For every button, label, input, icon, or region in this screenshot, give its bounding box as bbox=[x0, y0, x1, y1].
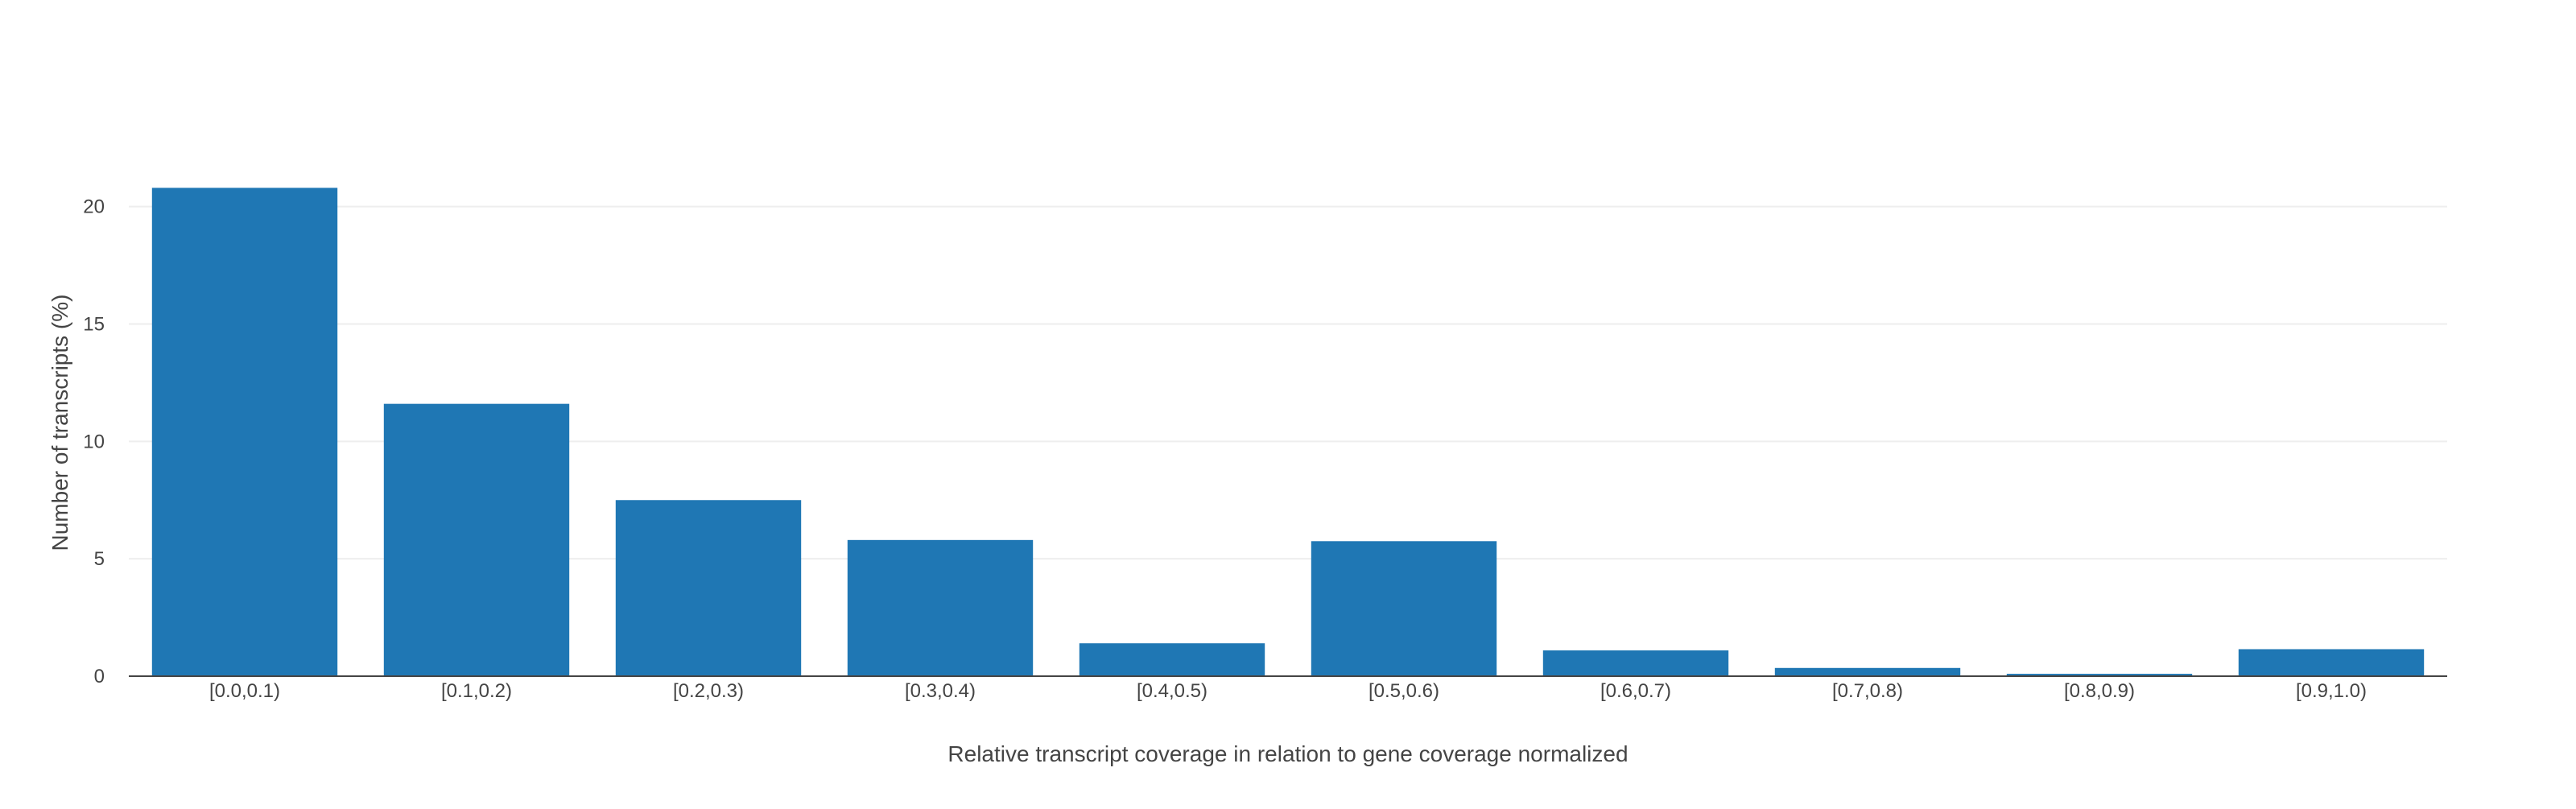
y-tick-label: 10 bbox=[83, 431, 105, 452]
x-tick-label: [0.5,0.6) bbox=[1368, 680, 1439, 702]
bar bbox=[847, 539, 1034, 676]
x-tick-label: [0.3,0.4) bbox=[905, 680, 976, 702]
x-axis-title: Relative transcript coverage in relation… bbox=[947, 741, 1628, 766]
bar bbox=[1774, 667, 1961, 676]
x-tick-labels: [0.0,0.1) [0.1,0.2) [0.2,0.3) [0.3,0.4) [0.4… bbox=[209, 680, 2367, 702]
bars bbox=[151, 188, 2425, 677]
bar bbox=[151, 188, 338, 677]
bar bbox=[383, 403, 570, 676]
y-tick-label: 0 bbox=[94, 666, 105, 687]
x-tick-label: [0.9,1.0) bbox=[2296, 680, 2367, 702]
bar bbox=[615, 500, 802, 676]
y-tick-label: 15 bbox=[83, 314, 105, 336]
bar bbox=[2238, 649, 2425, 676]
x-tick-label: [0.4,0.5) bbox=[1137, 680, 1208, 702]
bar bbox=[1542, 650, 1729, 676]
y-axis-title: Number of transcripts (%) bbox=[47, 295, 72, 551]
y-tick-label: 5 bbox=[94, 548, 105, 570]
x-tick-label: [0.7,0.8) bbox=[1832, 680, 1903, 702]
x-tick-label: [0.6,0.7) bbox=[1600, 680, 1671, 702]
x-tick-label: [0.1,0.2) bbox=[441, 680, 512, 702]
bar bbox=[2006, 674, 2193, 676]
x-tick-label: [0.0,0.1) bbox=[209, 680, 280, 702]
bar bbox=[1311, 541, 1497, 676]
x-tick-label: [0.8,0.9) bbox=[2064, 680, 2135, 702]
y-tick-labels: 0 5 10 15 20 bbox=[83, 196, 105, 687]
y-tick-label: 20 bbox=[83, 196, 105, 218]
x-tick-label: [0.2,0.3) bbox=[673, 680, 744, 702]
bar bbox=[1079, 643, 1265, 676]
